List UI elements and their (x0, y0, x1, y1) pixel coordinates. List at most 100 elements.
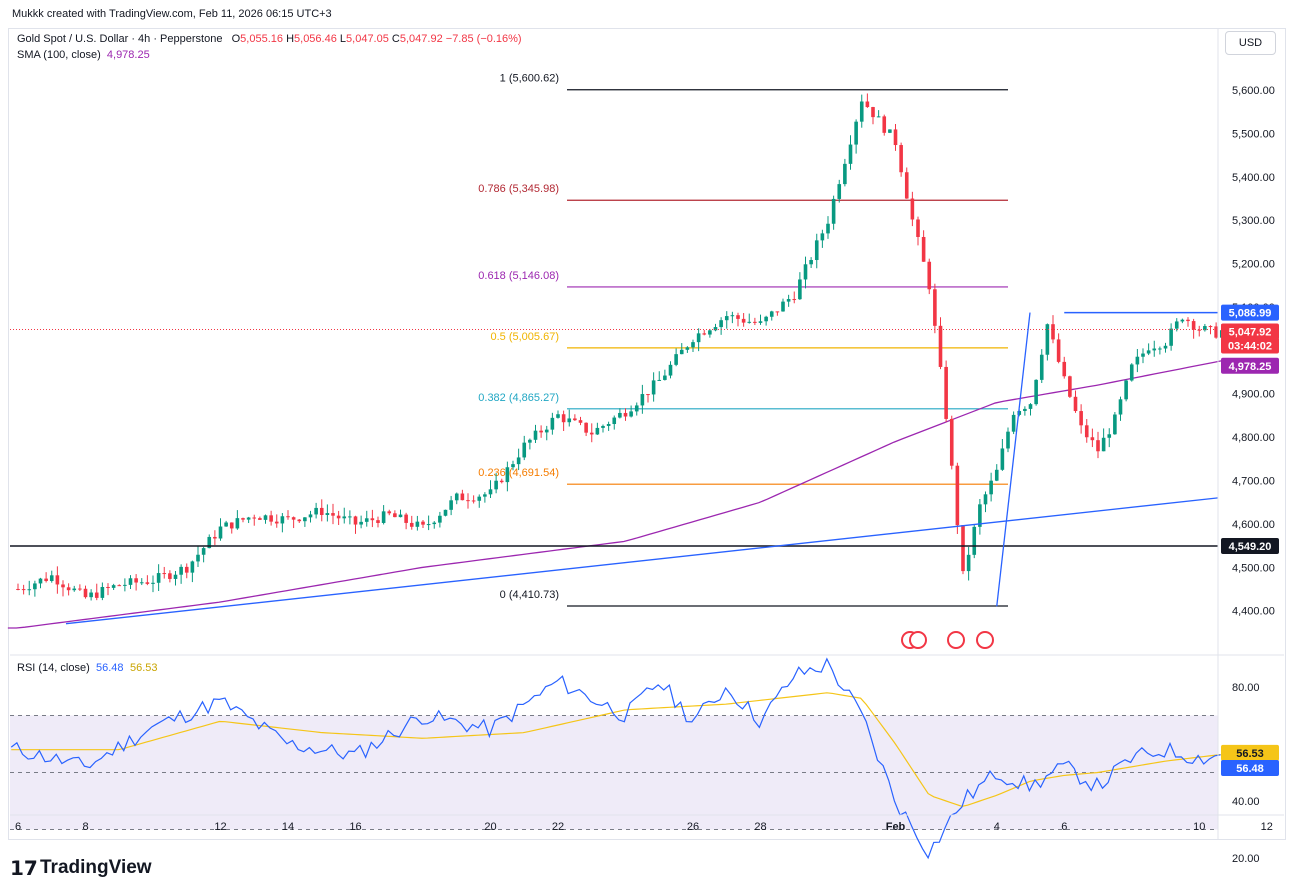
candle-body (190, 561, 195, 573)
candle-body (201, 548, 206, 555)
candle-body (1158, 348, 1162, 350)
candle-body (78, 588, 82, 590)
candle-body (415, 521, 420, 527)
candle-body (499, 480, 504, 483)
candle-body (280, 516, 285, 524)
candle-body (859, 101, 864, 122)
candle-body (1062, 361, 1067, 377)
candle-body (207, 536, 212, 549)
candle-body (696, 333, 701, 343)
candle-body (978, 504, 982, 527)
event-flag-icon[interactable] (909, 631, 927, 649)
symbol-legend: Gold Spot / U.S. Dollar · 4h · Peppersto… (17, 33, 522, 45)
candle-body (460, 493, 465, 501)
candle-body (449, 500, 453, 510)
candle-body (713, 327, 718, 331)
rsi-line (10, 657, 1221, 860)
price-tick: 4,400.00 (1232, 606, 1275, 618)
long-trendline (65, 497, 1219, 625)
candle-body (21, 589, 26, 591)
candle-body (156, 573, 161, 583)
candle-body (1028, 404, 1033, 409)
symbol-name[interactable]: Gold Spot / U.S. Dollar · 4h · Peppersto… (17, 33, 223, 45)
sma-badge-bg (1221, 357, 1279, 374)
candle-body (736, 315, 740, 319)
candle-body (741, 318, 746, 323)
candle-body (438, 515, 442, 523)
fib-level-label: 0.5 (5,005.67) (491, 331, 560, 343)
price-tick: 4,600.00 (1232, 519, 1275, 531)
candle-body (578, 420, 583, 423)
support-badge: 4,549.20 (1229, 541, 1272, 553)
candle-body (848, 144, 853, 164)
candle-body (353, 516, 358, 525)
candle-body (927, 261, 932, 290)
candle-body (145, 582, 150, 584)
time-label: 12 (1261, 821, 1273, 833)
candle-body (1163, 345, 1168, 349)
candle-body (595, 427, 600, 435)
resistance-badge: 5,086.99 (1229, 308, 1272, 320)
candle-body (539, 430, 543, 433)
candle-body (128, 578, 133, 585)
rsi-ma-badge-bg (1221, 744, 1279, 761)
close-label: C (391, 33, 400, 45)
currency-button[interactable]: USD (1225, 31, 1276, 55)
candle-body (336, 515, 341, 519)
candle-body (89, 592, 93, 598)
candle-body (1141, 353, 1145, 357)
rsi-tick: 20.00 (1232, 853, 1260, 865)
candle-body (488, 489, 493, 495)
sma-line (7, 359, 1224, 629)
sma-legend[interactable]: SMA (100, close) 4,978.25 (17, 49, 150, 61)
event-flag-icon[interactable] (947, 631, 965, 649)
candle-body (1039, 354, 1044, 380)
candle-body (831, 198, 836, 224)
candle-body (949, 418, 954, 466)
resistance-badge-bg (1221, 304, 1279, 321)
candle-body (921, 236, 926, 262)
candle-body (657, 379, 662, 381)
candle-body (522, 442, 527, 458)
caption-text: Mukkk created with TradingView.com, Feb … (12, 8, 332, 20)
time-label: 12 (214, 821, 226, 833)
candle-body (1152, 348, 1157, 351)
candle-body (246, 517, 251, 520)
candle-body (702, 333, 707, 335)
candle-body (1118, 399, 1123, 415)
candle-body (528, 439, 532, 443)
time-label: Feb (886, 821, 906, 833)
tradingview-logo-icon: 𝟭𝟳 (10, 858, 38, 880)
candle-body (634, 405, 639, 412)
candle-body (961, 525, 965, 572)
candle-body (674, 354, 678, 365)
event-flag-icon[interactable] (976, 631, 994, 649)
candle-body (1191, 321, 1196, 330)
candle-body (1174, 321, 1179, 329)
candle-body (269, 515, 273, 522)
time-label: 26 (687, 821, 699, 833)
sma-value: 4,978.25 (106, 49, 150, 61)
candle-body (854, 121, 858, 145)
candle-body (376, 520, 380, 523)
candle-body (1203, 326, 1207, 331)
caption-bar: Mukkk created with TradingView.com, Feb … (0, 0, 1294, 28)
fib-level-label: 0.618 (5,146.08) (478, 270, 559, 282)
candle-body (16, 588, 20, 590)
candle-body (348, 516, 352, 518)
candle-body (747, 321, 752, 323)
last-price-badge-bg (1221, 323, 1279, 340)
candle-body (466, 500, 470, 502)
candle-body (651, 380, 656, 395)
candle-body (252, 517, 257, 519)
candle-body (972, 526, 977, 555)
candle-body (421, 521, 425, 525)
candle-body (241, 518, 245, 520)
open-label: O (231, 33, 241, 45)
candle-body (1045, 324, 1050, 355)
candle-body (601, 425, 605, 428)
candle-body (471, 500, 476, 502)
candle-body (229, 522, 234, 529)
time-label: 20 (484, 821, 496, 833)
